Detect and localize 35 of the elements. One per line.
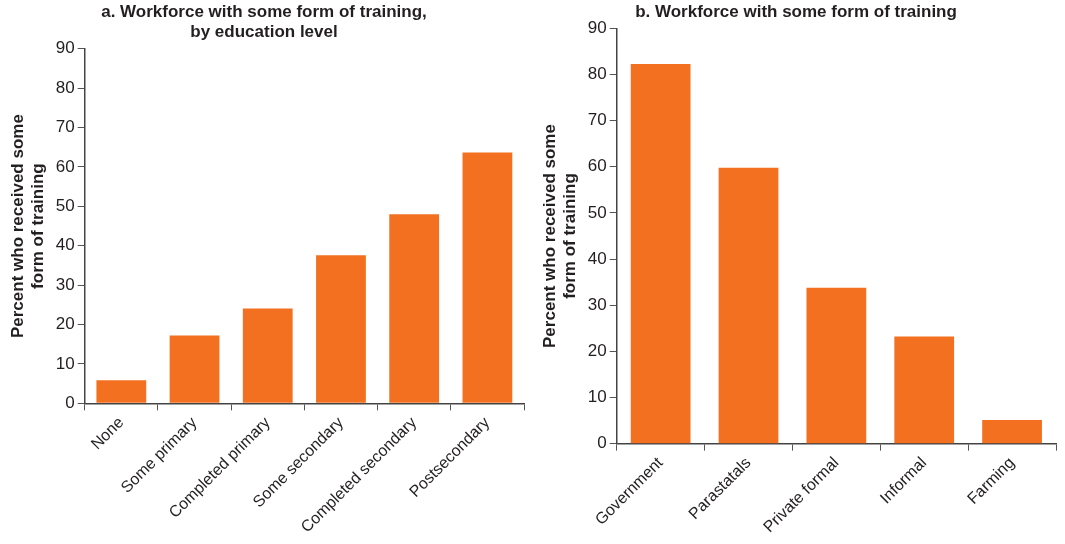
bar bbox=[718, 167, 779, 444]
bar bbox=[96, 380, 147, 403]
y-tick-label: 10 bbox=[587, 387, 607, 407]
y-tick-label: 80 bbox=[587, 64, 607, 84]
y-tick-label: 40 bbox=[587, 248, 607, 268]
y-axis-title: Percent who received some form of training bbox=[539, 124, 580, 348]
chart-title: a. Workforce with some form of training, by education level bbox=[101, 1, 427, 42]
y-tick-label: 60 bbox=[55, 156, 75, 176]
chart-title: b. Workforce with some form of training bbox=[635, 1, 957, 21]
bar bbox=[894, 336, 955, 444]
bar bbox=[462, 152, 513, 403]
y-tick-label: 30 bbox=[55, 274, 75, 294]
bar bbox=[242, 308, 293, 403]
y-tick-label: 60 bbox=[587, 156, 607, 176]
y-tick-label: 40 bbox=[55, 235, 75, 255]
y-tick-label: 70 bbox=[587, 110, 607, 130]
y-tick-label: 90 bbox=[587, 18, 607, 38]
y-tick-label: 50 bbox=[587, 202, 607, 222]
y-tick-label: 20 bbox=[55, 314, 75, 334]
bar bbox=[389, 214, 440, 403]
y-tick-label: 10 bbox=[55, 353, 75, 373]
y-tick-label: 70 bbox=[55, 117, 75, 137]
bar bbox=[982, 420, 1042, 444]
bar bbox=[630, 63, 691, 444]
bar bbox=[169, 335, 220, 403]
y-tick-label: 0 bbox=[65, 393, 75, 413]
y-tick-label: 20 bbox=[587, 341, 607, 361]
y-axis-title: Percent who received some form of training bbox=[7, 114, 48, 339]
y-tick-label: 90 bbox=[55, 38, 75, 58]
y-tick-label: 0 bbox=[597, 433, 607, 453]
y-tick-label: 80 bbox=[55, 77, 75, 97]
y-tick-label: 30 bbox=[587, 294, 607, 314]
bar bbox=[316, 255, 366, 403]
bar bbox=[806, 287, 867, 444]
y-tick-label: 50 bbox=[55, 196, 75, 216]
